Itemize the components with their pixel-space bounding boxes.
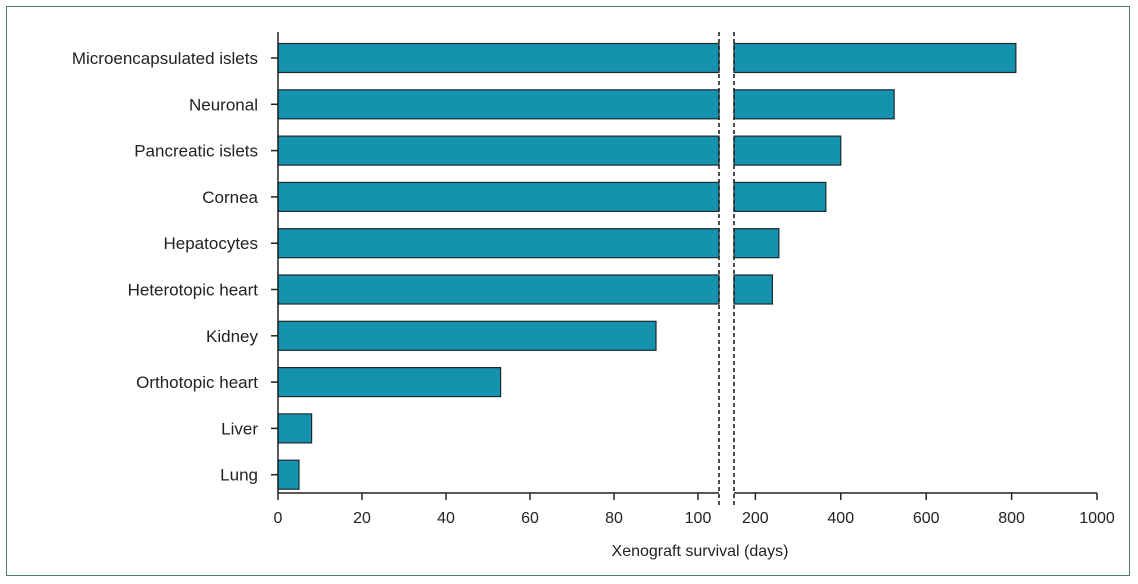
- bar-2-part2: [733, 135, 842, 166]
- bar-4-part1: [277, 228, 720, 259]
- x-tick-label: 1000: [1079, 510, 1115, 527]
- bar-3-part1: [277, 181, 720, 212]
- bar-1-part1: [277, 89, 720, 120]
- category-label: Heterotopic heart: [128, 281, 259, 300]
- x-tick-label: 0: [274, 510, 283, 527]
- x-tick-label: 400: [827, 510, 854, 527]
- category-label: Liver: [221, 419, 258, 438]
- bar-6: [277, 320, 657, 351]
- axes-group: [271, 32, 1098, 505]
- category-label: Neuronal: [189, 95, 258, 114]
- x-tick-label: 100: [685, 510, 712, 527]
- category-label: Microencapsulated islets: [72, 49, 258, 68]
- category-label: Orthotopic heart: [136, 373, 258, 392]
- x-tick-label: 20: [353, 510, 371, 527]
- bars-group: [277, 42, 1017, 490]
- bar-3-part2: [733, 181, 827, 212]
- bar-7: [277, 367, 502, 398]
- category-label: Kidney: [206, 327, 258, 346]
- category-label: Hepatocytes: [164, 234, 259, 253]
- x-tick-label: 80: [605, 510, 623, 527]
- bar-0-part2: [733, 42, 1017, 74]
- bar-8: [277, 413, 313, 444]
- x-tick-label: 40: [437, 510, 455, 527]
- bar-5-part1: [277, 274, 720, 305]
- bar-1-part2: [733, 89, 895, 120]
- category-labels: Microencapsulated islets Neuronal Pancreat…: [72, 49, 259, 485]
- x-tick-label: 200: [742, 510, 769, 527]
- tick-labels: 0 20 40 60 80 100 200 400 600 800 1000: [274, 510, 1115, 527]
- category-label: Pancreatic islets: [134, 142, 258, 161]
- category-label: Lung: [220, 466, 258, 485]
- bar-9: [277, 459, 300, 490]
- bar-0-part1: [277, 42, 720, 74]
- bar-4-part2: [733, 228, 780, 259]
- bar-2-part1: [277, 135, 720, 166]
- category-label: Cornea: [202, 188, 258, 207]
- x-axis-label: Xenograft survival (days): [612, 543, 789, 560]
- x-tick-label: 800: [998, 510, 1025, 527]
- x-tick-label: 600: [913, 510, 940, 527]
- x-tick-label: 60: [521, 510, 539, 527]
- bar-5-part2: [733, 274, 774, 305]
